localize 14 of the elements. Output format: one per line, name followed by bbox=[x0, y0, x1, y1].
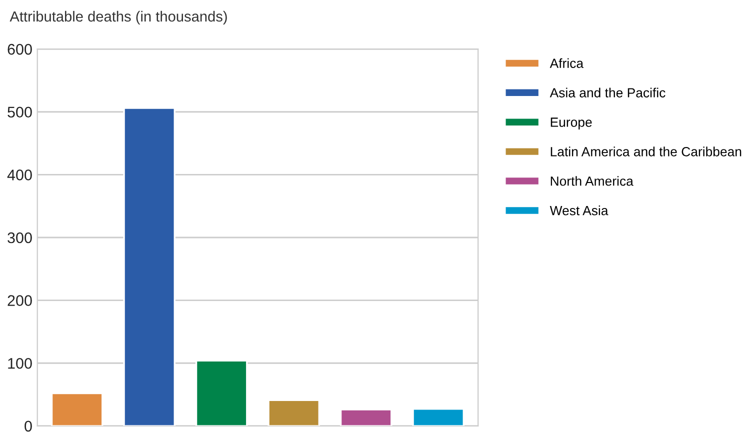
legend-label: West Asia bbox=[550, 206, 608, 216]
y-tick-label: 100 bbox=[8, 358, 32, 369]
legend-label: Africa bbox=[550, 58, 584, 68]
y-tick-label: 200 bbox=[8, 295, 32, 306]
y-tick-label: 400 bbox=[7, 170, 32, 180]
legend-label: Asia and the Pacific bbox=[550, 88, 666, 98]
legend-label: Europe bbox=[550, 118, 592, 130]
y-tick-label: 0 bbox=[24, 420, 32, 432]
legend-label: Latin America and the Caribbean bbox=[550, 146, 742, 156]
legend-label: North America bbox=[550, 176, 634, 186]
y-tick-label: 300 bbox=[8, 232, 32, 244]
y-tick-label: 600 bbox=[8, 44, 32, 55]
y-axis-title: Attributable deaths (in thousands) bbox=[10, 10, 227, 25]
y-tick-label: 500 bbox=[8, 106, 32, 118]
